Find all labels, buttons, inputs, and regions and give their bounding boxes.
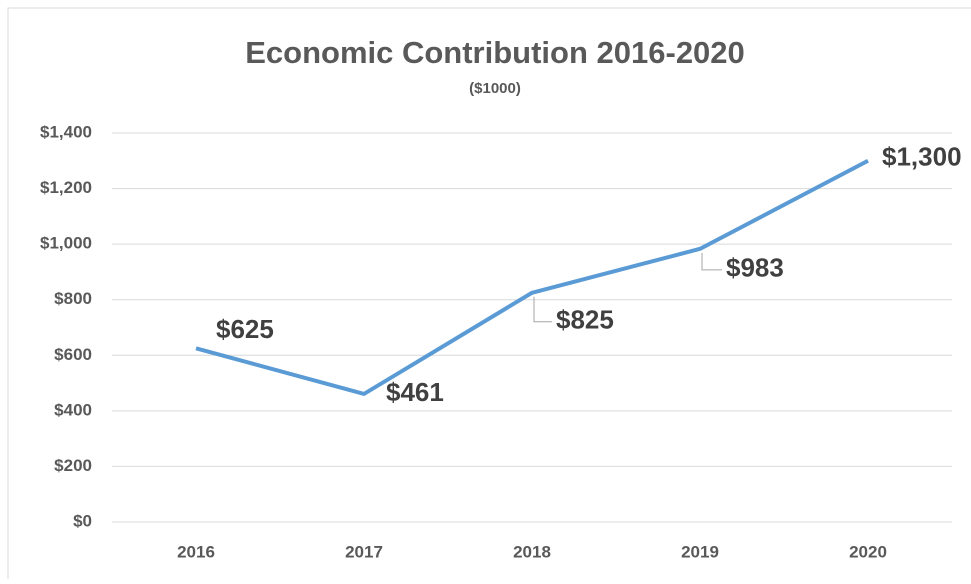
- line: [195, 159, 869, 396]
- y-tick-label: $1,200: [40, 178, 92, 197]
- y-tick-label: $400: [54, 400, 92, 419]
- leader-line: [701, 252, 722, 271]
- y-tick-label: $1,400: [40, 122, 92, 141]
- y-tick-label: $1,000: [40, 234, 92, 253]
- data-label: $983: [726, 253, 784, 283]
- y-tick-label: $600: [54, 345, 92, 364]
- data-label: $625: [216, 314, 274, 344]
- chart-title: Economic Contribution 2016-2020: [245, 35, 745, 70]
- x-tick-label: 2020: [849, 542, 887, 561]
- y-tick-label: $200: [54, 456, 92, 475]
- chart-border: [7, 7, 971, 584]
- y-tick-label: $800: [54, 289, 92, 308]
- data-label: $1,300: [882, 142, 962, 172]
- x-tick-label: 2017: [345, 542, 383, 561]
- x-tick-label: 2018: [513, 542, 551, 561]
- y-tick-label: $0: [73, 511, 92, 530]
- x-tick-label: 2016: [177, 542, 215, 561]
- leader-line: [533, 296, 552, 323]
- data-label: $825: [556, 305, 614, 335]
- x-tick-label: 2019: [681, 542, 719, 561]
- data-label: $461: [386, 377, 444, 407]
- chart-subtitle: ($1000): [469, 80, 521, 97]
